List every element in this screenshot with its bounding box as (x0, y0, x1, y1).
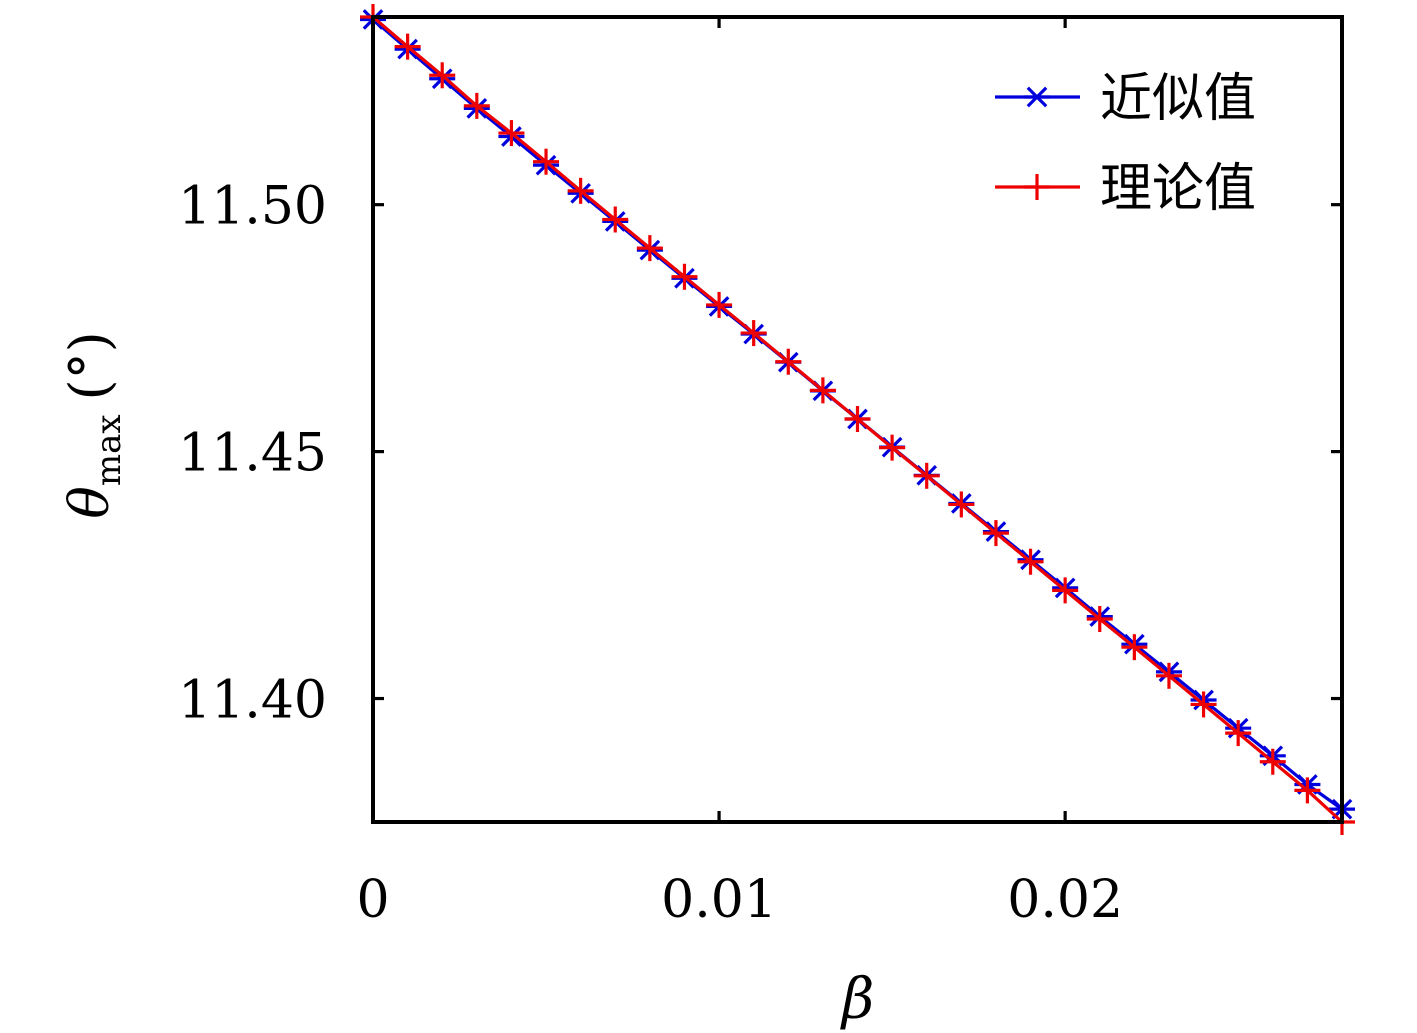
data-point (1121, 634, 1148, 661)
y-axis-label: θmax (°) (58, 331, 129, 518)
data-point (844, 406, 871, 433)
data-point (775, 348, 802, 375)
legend-marker (1024, 174, 1050, 200)
data-point (429, 62, 456, 89)
data-point (636, 235, 663, 262)
y-axis-label-text: θmax (°) (58, 331, 129, 518)
x-axis-label: β (840, 967, 874, 1032)
plot-area (360, 4, 1355, 835)
legend-label: 理论值 (1100, 159, 1256, 219)
data-point (463, 92, 490, 119)
legend-label: 近似值 (1100, 69, 1256, 129)
series-2 (360, 4, 1355, 835)
x-tick-label: 0.01 (661, 870, 777, 930)
data-point (394, 33, 421, 60)
data-point (1294, 777, 1321, 804)
data-point (533, 148, 560, 175)
y-tick-label: 11.45 (178, 424, 327, 484)
data-point (809, 377, 836, 404)
y-tick-label: 11.50 (178, 177, 327, 237)
data-point (567, 177, 594, 204)
x-tick-label: 0.02 (1007, 870, 1123, 930)
data-point (1017, 548, 1044, 575)
y-tick-label: 11.40 (178, 671, 327, 731)
data-point (879, 434, 906, 461)
legend-item-1: 近似值 (995, 69, 1256, 129)
legend-marker (1024, 86, 1050, 108)
data-point (982, 520, 1009, 547)
y-axis-unit: (°) (58, 331, 121, 400)
data-point (1052, 577, 1079, 604)
data-point (740, 320, 767, 347)
data-point (602, 206, 629, 233)
data-point (948, 491, 975, 518)
axes: 0 0.01 0.02 11.40 11.45 11.50 β θmax (°) (58, 15, 1344, 1032)
y-axis-symbol: θ (58, 486, 121, 519)
data-point (913, 462, 940, 489)
data-point (1225, 720, 1252, 747)
data-point (1086, 606, 1113, 633)
data-point (671, 263, 698, 290)
legend-item-2: 理论值 (995, 159, 1256, 219)
data-point (1155, 662, 1182, 689)
axes-frame (371, 15, 1344, 824)
data-point (1259, 748, 1286, 775)
marker-stroke (1026, 86, 1048, 108)
data-point (1190, 691, 1217, 718)
data-point (706, 291, 733, 318)
data-point (498, 120, 525, 147)
y-axis-subscript: max (89, 414, 129, 486)
x-tick-label: 0 (356, 870, 389, 930)
